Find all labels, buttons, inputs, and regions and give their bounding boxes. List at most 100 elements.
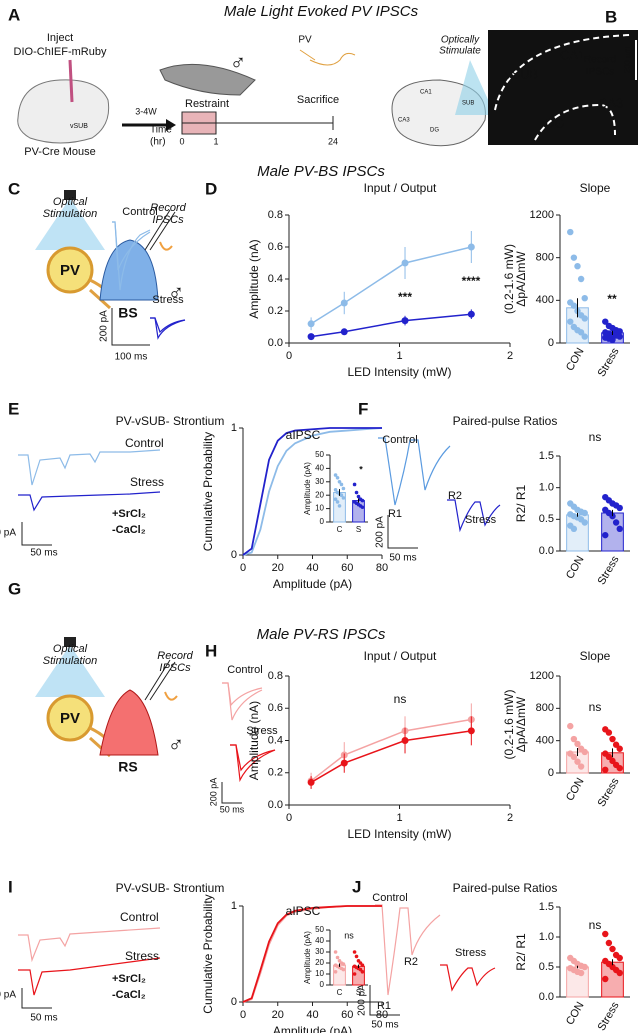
figure-text: 200 pA bbox=[357, 984, 368, 1016]
figure-text: 24 bbox=[328, 136, 338, 146]
figure-text: Record bbox=[157, 650, 193, 662]
figure-text: R2 bbox=[404, 956, 418, 968]
artwork bbox=[17, 30, 638, 1016]
y-tick-label: 0 bbox=[231, 996, 237, 1008]
y-tick-label: 0.0 bbox=[268, 337, 283, 349]
data-point bbox=[577, 329, 585, 336]
y-tick-label: 0 bbox=[320, 517, 325, 526]
figure-text: 50 ms bbox=[389, 553, 416, 564]
chart-title: Paired-pulse Ratios bbox=[453, 881, 558, 895]
figure-text: 200 pA bbox=[99, 310, 110, 342]
data-point bbox=[335, 955, 340, 960]
x-tick-label: 40 bbox=[306, 1009, 318, 1021]
y-tick-label: 1.5 bbox=[539, 450, 554, 462]
x-tick-label: 20 bbox=[272, 1009, 284, 1021]
x-axis-label: LED Intensity (mW) bbox=[347, 365, 451, 379]
figure-text: 200 pA bbox=[208, 778, 218, 807]
figure-text: DG bbox=[545, 115, 565, 130]
y-axis-label: R2/ R1 bbox=[514, 485, 528, 523]
y-tick-label: 0.6 bbox=[268, 241, 283, 253]
x-tick-label: 0 bbox=[240, 562, 246, 574]
y-axis-label: Cumulative Probability bbox=[201, 894, 215, 1013]
data-point bbox=[616, 525, 623, 533]
data-point bbox=[616, 504, 623, 512]
x-axis-label: Amplitude (pA) bbox=[273, 577, 352, 591]
figure-text: Record bbox=[584, 55, 616, 66]
figure-text: CA1 bbox=[560, 47, 585, 62]
y-tick-label: 0.0 bbox=[268, 799, 283, 811]
series-line bbox=[310, 730, 472, 784]
data-point bbox=[609, 735, 616, 743]
chart-title: PV-vSUB- Strontium bbox=[116, 414, 225, 428]
x-tick-label: 40 bbox=[306, 562, 318, 574]
figure-text: Optical bbox=[53, 643, 88, 655]
figure-text: Stress bbox=[465, 514, 497, 526]
data-point bbox=[602, 318, 609, 325]
chart-title: Slope bbox=[580, 649, 611, 663]
data-point bbox=[570, 735, 578, 743]
chart-title: Input / Output bbox=[364, 649, 437, 663]
y-axis-label: Cumulative Probability bbox=[201, 432, 215, 551]
data-point bbox=[581, 519, 588, 526]
figure-text: 20 pA bbox=[0, 528, 16, 539]
data-point bbox=[612, 519, 620, 526]
data-point bbox=[574, 758, 581, 765]
y-tick-label: 0 bbox=[231, 549, 237, 561]
figure-text: BS bbox=[118, 305, 137, 321]
figure-text: R1 bbox=[377, 1000, 391, 1012]
y-axis-label: Amplitude (pA) bbox=[303, 462, 312, 515]
figure-text: Optically bbox=[441, 35, 480, 46]
x-tick-label: 80 bbox=[376, 1009, 388, 1021]
data-point bbox=[577, 763, 585, 770]
x-tick-label: 0 bbox=[286, 350, 292, 362]
chart-title: Slope bbox=[580, 181, 611, 195]
data-point bbox=[616, 333, 623, 340]
annotation: ns bbox=[344, 930, 354, 940]
figure-text: Stimulation bbox=[43, 208, 97, 220]
figure-text: F bbox=[358, 399, 368, 418]
figure-text: 100 ms bbox=[115, 352, 148, 363]
y-tick-label: 400 bbox=[536, 294, 554, 306]
figure-text: IPSCs bbox=[152, 214, 184, 226]
x-tick-label: 2 bbox=[507, 350, 513, 362]
figure-text: (hr) bbox=[150, 137, 166, 148]
figure-text: Control bbox=[120, 910, 159, 924]
y-tick-label: 0.5 bbox=[539, 961, 554, 973]
y-tick-label: 0.8 bbox=[268, 209, 283, 221]
y-tick-label: 10 bbox=[315, 969, 324, 978]
figure-text: Inject bbox=[47, 32, 73, 44]
x-tick-label: 0 bbox=[286, 812, 292, 824]
marker bbox=[307, 778, 315, 786]
data-point bbox=[570, 525, 578, 533]
figure-text: E bbox=[8, 399, 19, 418]
x-tick-label: Stress bbox=[596, 1000, 622, 1033]
data-point bbox=[567, 228, 574, 236]
y-tick-label: 1200 bbox=[530, 670, 554, 682]
data-point bbox=[352, 972, 357, 976]
series-line bbox=[310, 718, 472, 782]
figure-text: Time bbox=[150, 125, 172, 136]
y-tick-label: 0.2 bbox=[268, 767, 283, 779]
figure-text: Male Light Evoked PV IPSCs bbox=[224, 3, 419, 20]
figure-text: ♂ bbox=[168, 732, 185, 757]
data-point bbox=[339, 482, 344, 487]
data-point bbox=[337, 480, 342, 484]
marker bbox=[467, 727, 475, 735]
data-point bbox=[352, 950, 357, 954]
figure-text: +SrCl₂ bbox=[112, 973, 146, 985]
series-line bbox=[310, 313, 472, 338]
chart-title: Input / Output bbox=[364, 181, 437, 195]
figure-text: Control bbox=[122, 206, 157, 218]
data-point bbox=[581, 333, 588, 340]
annotation: ns bbox=[589, 700, 602, 714]
y-axis-label: R2/ R1 bbox=[514, 933, 528, 971]
data-point bbox=[360, 498, 365, 503]
data-point bbox=[333, 488, 338, 492]
data-point bbox=[616, 969, 623, 977]
x-tick-label: CON bbox=[564, 1000, 587, 1027]
marker bbox=[467, 243, 475, 251]
y-tick-label: 1.0 bbox=[539, 931, 554, 943]
y-axis-label: (0.2-1.6 mW) bbox=[502, 689, 516, 759]
marker bbox=[401, 259, 409, 267]
axes bbox=[242, 428, 382, 556]
